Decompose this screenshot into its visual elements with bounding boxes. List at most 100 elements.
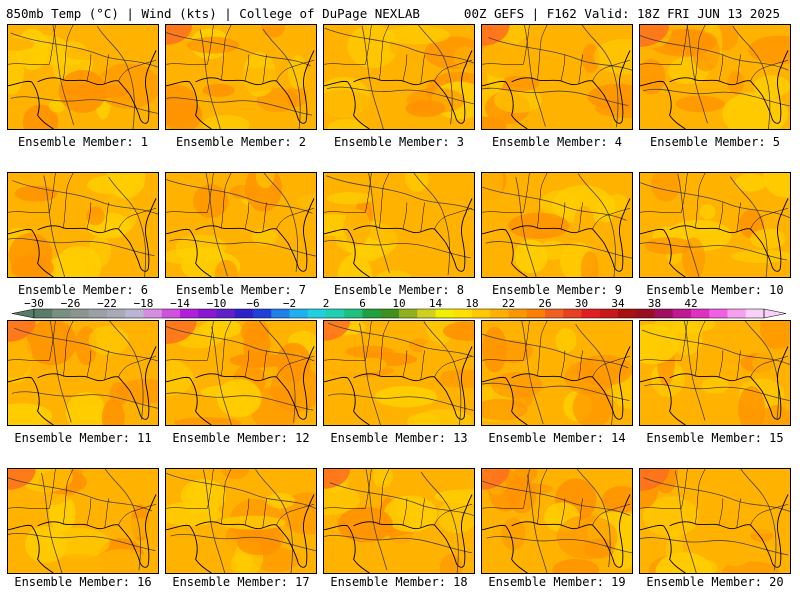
temperature-blob — [114, 518, 158, 537]
colorbar-low-arrow — [11, 308, 35, 319]
ensemble-member-label: Ensemble Member: 1 — [17, 135, 149, 149]
ensemble-member-label: Ensemble Member: 10 — [646, 283, 784, 297]
warm-anomaly — [324, 321, 351, 341]
colorbar-segment — [399, 309, 418, 318]
colorbar-tick-label: 2 — [322, 297, 330, 310]
ensemble-member-label: Ensemble Member: 2 — [175, 135, 307, 149]
colorbar-segment — [70, 309, 90, 318]
temperature-field-map — [640, 25, 790, 129]
colorbar-tick-label: 30 — [574, 297, 589, 310]
colorbar-segment — [618, 309, 637, 318]
ensemble-member-panel — [165, 320, 317, 426]
state-borders — [8, 25, 157, 84]
colorbar-tick-label: 26 — [538, 297, 552, 310]
state-borders — [166, 469, 315, 528]
temperature-field-map — [482, 25, 632, 129]
colorbar-tick-label: 38 — [647, 297, 662, 310]
coastline — [166, 494, 315, 573]
colorbar-tick-label: −22 — [97, 297, 117, 310]
colorbar-segment — [545, 309, 564, 318]
ensemble-member-label: Ensemble Member: 6 — [17, 283, 149, 297]
colorbar-segment — [563, 309, 582, 318]
temperature-blob — [763, 173, 790, 198]
temperature-blob — [345, 345, 395, 358]
temperature-blob — [376, 270, 411, 277]
colorbar-segment — [709, 309, 728, 318]
isotherm-contour — [420, 471, 459, 573]
colorbar-segment — [271, 309, 290, 318]
colorbar-tick-label: 42 — [684, 297, 698, 310]
isotherm-contour — [324, 27, 474, 64]
isotherm-contour — [166, 325, 315, 362]
ensemble-member-panel — [481, 24, 633, 130]
temperature-blob — [22, 104, 59, 129]
temperature-blob — [482, 398, 528, 421]
temperature-blob — [255, 173, 275, 189]
isotherm-contour — [482, 333, 629, 369]
coastline — [640, 494, 789, 573]
temperature-blob — [324, 89, 373, 116]
ensemble-member-panel — [7, 320, 159, 426]
ensemble-member-label: Ensemble Member: 17 — [172, 575, 310, 589]
coastline — [324, 198, 473, 277]
isotherm-contour — [166, 472, 316, 509]
temperature-blob — [453, 46, 474, 70]
isotherm-contour — [255, 469, 293, 573]
temperature-blob — [142, 322, 158, 338]
colorbar-segment — [654, 309, 674, 318]
isotherm-contour — [482, 186, 627, 221]
temperature-blob — [704, 484, 743, 527]
temperature-blob — [229, 184, 259, 200]
isotherm-contour — [166, 97, 313, 116]
colorbar-segment — [52, 309, 71, 318]
coastline — [324, 50, 473, 129]
colorbar-segment — [107, 309, 126, 318]
temperature-blob — [493, 87, 543, 114]
colorbar-tick-label: −2 — [282, 297, 297, 310]
temperature-blob — [730, 249, 790, 263]
temperature-field-map — [482, 469, 632, 573]
temperature-blob — [383, 25, 451, 45]
temperature-blob — [166, 98, 203, 129]
temperature-blob — [749, 228, 787, 249]
colorbar-tick-label: 14 — [428, 297, 443, 310]
temperature-blob — [406, 87, 465, 114]
isotherm-contour — [324, 535, 472, 554]
isotherm-contour — [521, 321, 544, 425]
isotherm-contour — [166, 178, 313, 214]
temperature-blob — [406, 413, 441, 425]
temperature-field-map — [166, 469, 316, 573]
colorbar-tick-label: 6 — [359, 297, 366, 310]
temperature-blob — [88, 235, 112, 267]
temperature-blob — [270, 364, 316, 413]
coastline — [8, 346, 157, 425]
temperature-blob — [734, 173, 768, 192]
coastline — [324, 346, 473, 425]
temperature-blob — [115, 114, 158, 129]
temperature-blob — [447, 236, 474, 274]
isotherm-contour — [640, 537, 789, 556]
isotherm-contour — [329, 482, 474, 517]
temperature-blob — [166, 248, 211, 265]
colorbar-segment — [472, 309, 491, 318]
ensemble-member-label: Ensemble Member: 18 — [330, 575, 468, 589]
ensemble-member-label: Ensemble Member: 20 — [646, 575, 784, 589]
temperature-blob — [701, 377, 729, 394]
temperature-blob — [366, 221, 426, 244]
state-borders — [482, 321, 631, 380]
isotherm-contour — [423, 321, 462, 425]
isotherm-contour — [526, 474, 548, 573]
ensemble-member-panel — [323, 320, 475, 426]
temperature-blob — [573, 205, 595, 239]
temperature-blob — [405, 173, 429, 192]
temperature-blob — [508, 212, 570, 239]
isotherm-contour — [744, 321, 779, 420]
temperature-blob — [324, 483, 361, 516]
isotherm-contour — [12, 180, 158, 215]
ensemble-member-label: Ensemble Member: 3 — [333, 135, 465, 149]
temperature-blob — [8, 403, 53, 425]
state-borders — [166, 321, 315, 380]
temperature-blob — [699, 204, 716, 220]
isotherm-contour — [262, 28, 301, 129]
ensemble-member-label: Ensemble Member: 8 — [333, 283, 465, 297]
